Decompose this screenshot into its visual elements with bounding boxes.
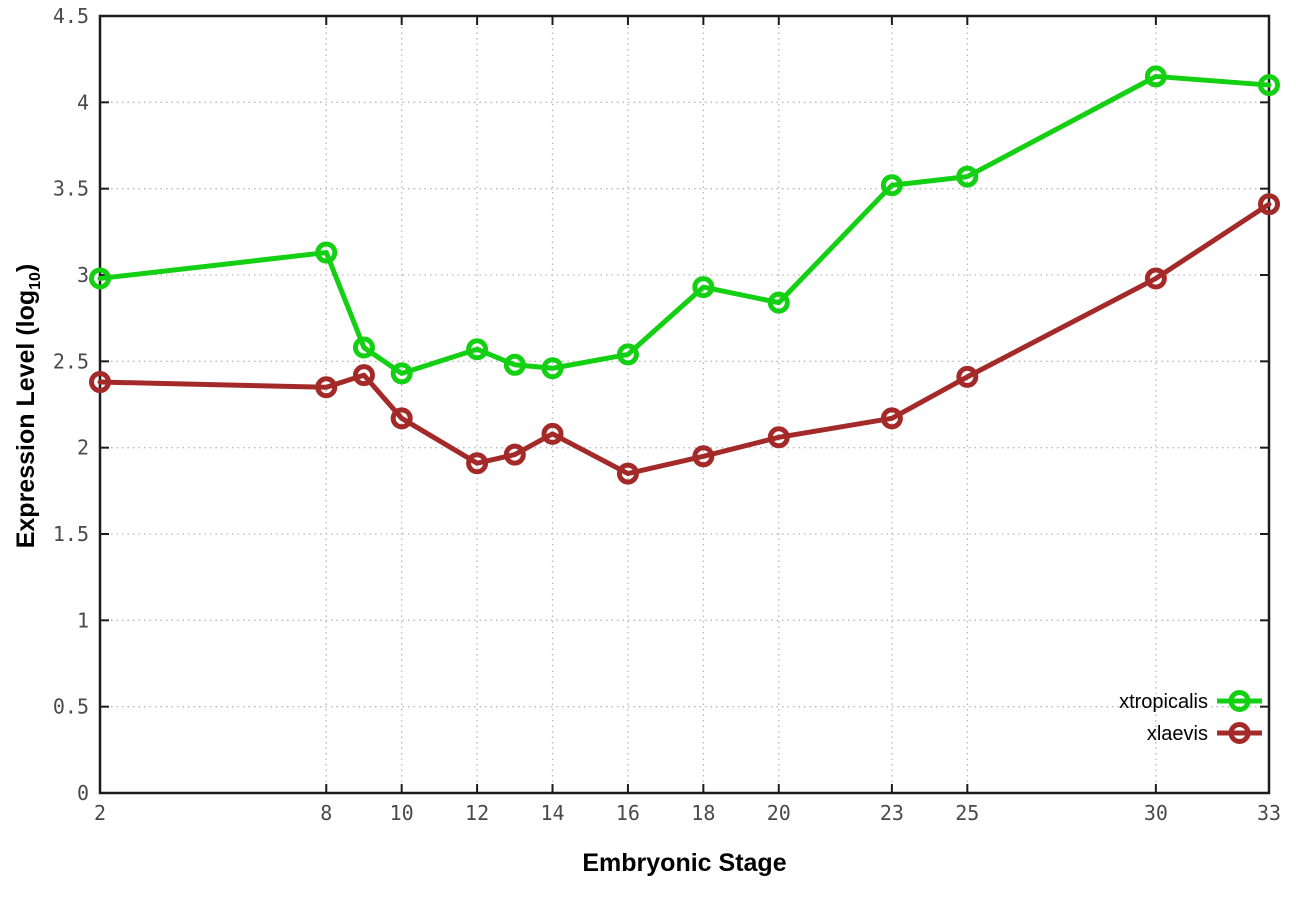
legend-label-xtropicalis: xtropicalis bbox=[1119, 691, 1208, 713]
data-point-xtropicalis bbox=[767, 291, 790, 314]
data-point-xlaevis bbox=[503, 443, 526, 466]
x-tick-label: 20 bbox=[767, 801, 791, 825]
x-tick-label: 23 bbox=[880, 801, 904, 825]
x-tick-label: 8 bbox=[320, 801, 332, 825]
data-point-xtropicalis bbox=[466, 338, 489, 361]
y-tick-label: 0 bbox=[77, 781, 89, 805]
data-point-xtropicalis bbox=[616, 343, 639, 366]
y-tick-label: 1 bbox=[77, 608, 89, 632]
data-point-xlaevis bbox=[89, 371, 111, 394]
data-point-xlaevis bbox=[692, 445, 715, 468]
y-tick-label: 2.5 bbox=[53, 349, 89, 373]
data-point-xtropicalis bbox=[541, 357, 564, 380]
data-point-xtropicalis bbox=[1258, 74, 1280, 97]
series-line-xtropicalis bbox=[97, 73, 1272, 376]
y-tick-label: 3.5 bbox=[53, 177, 89, 201]
y-tick-label: 4 bbox=[77, 90, 89, 114]
legend-sample-marker-xlaevis bbox=[1228, 722, 1251, 744]
x-tick-label: 33 bbox=[1257, 801, 1281, 825]
y-axis-title: Expression Level (log10) bbox=[12, 196, 44, 616]
y-tick-label: 4.5 bbox=[53, 4, 89, 28]
x-tick-label: 16 bbox=[616, 801, 640, 825]
data-point-xtropicalis bbox=[503, 353, 526, 376]
plot-border bbox=[98, 14, 1271, 795]
x-tick-label: 30 bbox=[1144, 801, 1168, 825]
y-tick-label: 1.5 bbox=[53, 522, 89, 546]
series-line-xlaevis bbox=[97, 201, 1272, 477]
data-point-xlaevis bbox=[956, 365, 979, 388]
y-tick-label: 3 bbox=[77, 263, 89, 287]
x-tick-label: 25 bbox=[955, 801, 979, 825]
data-point-xtropicalis bbox=[956, 165, 979, 188]
y-tick-label: 2 bbox=[77, 436, 89, 460]
data-point-xtropicalis bbox=[692, 276, 715, 299]
data-point-xlaevis bbox=[390, 407, 413, 430]
legend-sample-marker-xtropicalis bbox=[1228, 690, 1251, 712]
x-tick-label: 14 bbox=[540, 801, 564, 825]
data-point-xlaevis bbox=[315, 376, 338, 399]
data-point-xlaevis bbox=[541, 422, 564, 445]
data-point-xlaevis bbox=[880, 407, 903, 430]
y-axis-title-close: ) bbox=[12, 263, 40, 273]
y-axis-title-main: Expression Level (log bbox=[12, 289, 40, 549]
x-tick-label: 12 bbox=[465, 801, 489, 825]
data-point-xtropicalis bbox=[390, 362, 413, 385]
data-point-xlaevis bbox=[616, 462, 639, 485]
data-point-xlaevis bbox=[1258, 193, 1280, 216]
y-tick-label: 0.5 bbox=[53, 695, 89, 719]
data-point-xlaevis bbox=[1144, 267, 1167, 290]
x-tick-label: 2 bbox=[94, 801, 106, 825]
data-point-xlaevis bbox=[352, 364, 375, 387]
data-point-xtropicalis bbox=[89, 267, 111, 290]
x-tick-label: 18 bbox=[691, 801, 715, 825]
data-point-xlaevis bbox=[767, 426, 790, 449]
data-point-xtropicalis bbox=[315, 241, 338, 264]
data-point-xlaevis bbox=[466, 452, 489, 475]
x-axis-title: Embryonic Stage bbox=[582, 849, 787, 877]
x-tick-label: 10 bbox=[390, 801, 414, 825]
data-point-xtropicalis bbox=[1144, 65, 1167, 88]
data-point-xtropicalis bbox=[880, 174, 903, 197]
y-axis-title-subscript: 10 bbox=[27, 272, 44, 290]
legend-label-xlaevis: xlaevis bbox=[1147, 723, 1208, 745]
data-point-xtropicalis bbox=[352, 336, 375, 359]
